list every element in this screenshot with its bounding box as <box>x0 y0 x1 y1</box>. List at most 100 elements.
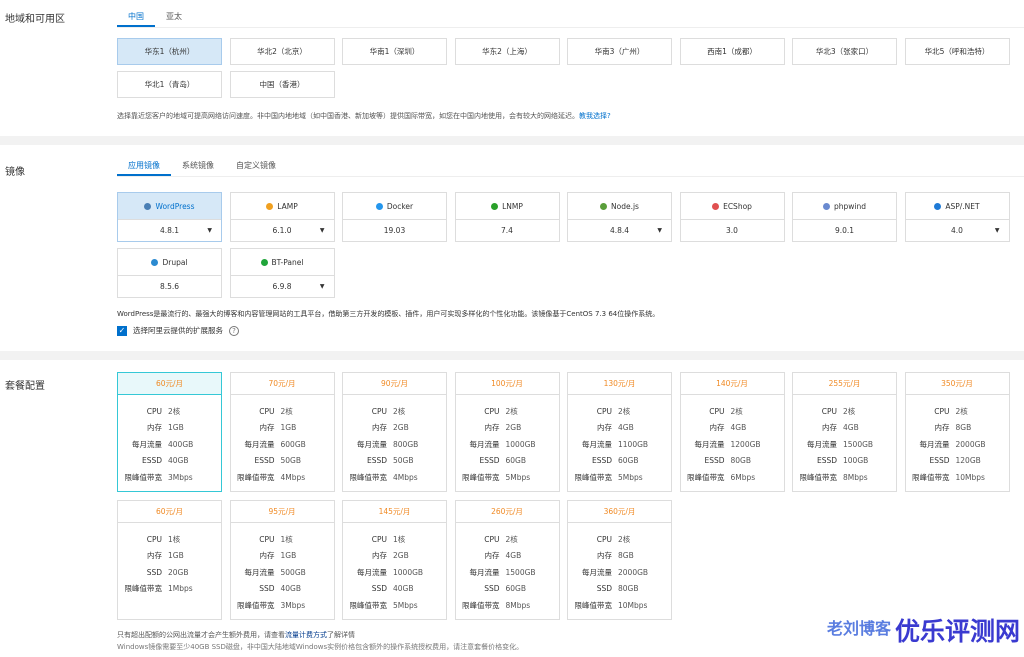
plan-option[interactable]: 100元/月 CPU 2核 内存 2GB 每月流量 1000GB ESSD 60GB 限峰值带宽 5… <box>454 372 560 492</box>
region-option[interactable]: 华东2（上海） <box>454 38 560 65</box>
image-option[interactable]: Docker 19.03 <box>342 192 447 242</box>
version-value: 4.8.4 <box>609 226 630 235</box>
region-option[interactable]: 华北3（张家口） <box>792 38 897 65</box>
chevron-down-icon[interactable]: ▼ <box>657 227 662 234</box>
plan-option[interactable]: 260元/月 CPU 2核 内存 4GB 每月流量 1500GB SSD 60GB 限峰值带宽 8M… <box>454 500 560 620</box>
version-select[interactable]: 6.1.0 ▼ <box>231 220 334 241</box>
drupal-icon <box>151 258 159 266</box>
region-option[interactable]: 华北2（北京） <box>229 38 335 65</box>
chevron-down-icon[interactable]: ▼ <box>207 227 212 234</box>
tab-region-0[interactable]: 中国 <box>117 8 155 27</box>
spec-row: SSD 20GB <box>118 564 221 581</box>
image-option[interactable]: LAMP 6.1.0 ▼ <box>229 192 335 242</box>
tab-image-1[interactable]: 系统镜像 <box>182 161 214 170</box>
chevron-down-icon[interactable]: ▼ <box>319 227 325 234</box>
version-select[interactable]: 4.8.4 ▼ <box>568 220 671 241</box>
spec-value: 2GB <box>505 423 522 433</box>
plan-price: 145元/月 <box>343 501 446 523</box>
image-name-row[interactable]: Node.js <box>568 193 671 220</box>
tab-image-2[interactable]: 自定义镜像 <box>236 161 276 170</box>
plan-price: 95元/月 <box>230 501 334 523</box>
spec-row: CPU 2核 <box>906 403 1009 420</box>
spec-row: 内存 1GB <box>231 420 334 437</box>
chevron-down-icon[interactable]: ▼ <box>994 227 1000 234</box>
region-option[interactable]: 华东1（杭州） <box>117 38 222 65</box>
version-value: 3.0 <box>726 226 738 235</box>
region-option[interactable]: 中国（香港） <box>229 71 335 98</box>
spec-key: 限峰值带宽 <box>462 472 500 482</box>
region-option[interactable]: 华南1（深圳） <box>342 38 447 65</box>
image-option[interactable]: Drupal 8.5.6 <box>117 248 222 298</box>
image-name-row[interactable]: Drupal <box>118 249 221 276</box>
spec-value: 2000GB <box>618 567 649 577</box>
image-name-row[interactable]: ECShop <box>680 193 784 220</box>
spec-value: 60GB <box>618 456 639 466</box>
spec-key: 内存 <box>484 551 500 561</box>
spec-key: CPU <box>484 534 500 544</box>
ecshop-icon <box>712 202 720 210</box>
version-value: 6.1.0 <box>272 226 292 235</box>
image-option[interactable]: BT-Panel 6.9.8 ▼ <box>229 248 335 298</box>
spec-key: 限峰值带宽 <box>687 472 725 482</box>
plan-option[interactable]: 130元/月 CPU 2核 内存 4GB 每月流量 1100GB ESSD 60GB 限峰值带宽 5… <box>567 372 672 492</box>
plan-option[interactable]: 145元/月 CPU 1核 内存 2GB 每月流量 1000GB SSD 40GB 限峰值带宽 5M… <box>342 500 447 620</box>
image-name-row[interactable]: LNMP <box>455 193 559 220</box>
tab-image-0[interactable]: 应用镜像 <box>117 157 171 176</box>
watermark-text: 老刘博客 <box>826 619 891 638</box>
image-option[interactable]: LNMP 7.4 <box>454 192 560 242</box>
plan-price: 60元/月 <box>118 373 221 395</box>
watermark: 老刘博客 优乐评测网 <box>827 617 1020 647</box>
plan-option[interactable]: 350元/月 CPU 2核 内存 8GB 每月流量 2000GB ESSD 120GB 限峰值带宽… <box>904 372 1010 492</box>
version-select[interactable]: 4.0 ▼ <box>906 220 1009 241</box>
spec-key: CPU <box>371 534 387 544</box>
plan-option[interactable]: 255元/月 CPU 2核 内存 4GB 每月流量 1500GB ESSD 100GB 限峰值带宽… <box>792 372 897 492</box>
region-option[interactable]: 西南1（成都） <box>679 38 785 65</box>
plan-option[interactable]: 60元/月 CPU 1核 内存 1GB SSD 20GB 限峰值带宽 1Mbps <box>117 500 222 620</box>
traffic-billing-link[interactable]: 流量计费方式 <box>285 631 327 639</box>
spec-row: CPU 2核 <box>456 531 559 548</box>
spec-row: 内存 4GB <box>793 420 896 437</box>
image-name-row[interactable]: LAMP <box>230 193 334 220</box>
version-select[interactable]: 4.8.1 ▼ <box>118 220 221 241</box>
image-name-row[interactable]: BT-Panel <box>230 249 334 276</box>
chevron-down-icon[interactable]: ▼ <box>319 283 325 290</box>
plan-option[interactable]: 90元/月 CPU 2核 内存 2GB 每月流量 800GB ESSD 50GB 限峰值带宽 4Mb… <box>342 372 447 492</box>
plan-option[interactable]: 95元/月 CPU 1核 内存 1GB 每月流量 500GB SSD 40GB 限峰值带宽 3Mbp… <box>229 500 335 620</box>
tab-region-1[interactable]: 亚太 <box>166 12 182 21</box>
region-option[interactable]: 华北5（呼和浩特） <box>904 38 1010 65</box>
spec-value: 40GB <box>168 456 189 466</box>
image-option[interactable]: phpwind 9.0.1 <box>792 192 897 242</box>
plan-option[interactable]: 70元/月 CPU 2核 内存 1GB 每月流量 600GB ESSD 50GB 限峰值带宽 4Mb… <box>229 372 335 492</box>
plan-option[interactable]: 360元/月 CPU 2核 内存 8GB 每月流量 2000GB SSD 80GB 限峰值带宽 10… <box>567 500 672 620</box>
image-name-row[interactable]: phpwind <box>793 193 896 220</box>
spec-key: 内存 <box>259 423 275 433</box>
plan-option[interactable]: 140元/月 CPU 2核 内存 4GB 每月流量 1200GB ESSD 80GB 限峰值带宽 6… <box>679 372 785 492</box>
region-option[interactable]: 华北1（青岛） <box>117 71 222 98</box>
phpwind-icon <box>822 202 830 210</box>
image-name-row[interactable]: WordPress <box>118 193 221 220</box>
image-option[interactable]: ECShop 3.0 <box>679 192 785 242</box>
plan-option[interactable]: 60元/月 CPU 2核 内存 1GB 每月流量 400GB ESSD 40GB 限峰值带宽 3Mb… <box>117 372 222 492</box>
image-name-row[interactable]: Docker <box>343 193 446 220</box>
plan-price: 140元/月 <box>680 373 784 395</box>
spec-row: 每月流量 1500GB <box>793 436 896 453</box>
image-name: BT-Panel <box>271 257 304 267</box>
plan-specs: CPU 2核 内存 4GB 每月流量 1500GB ESSD 100GB 限峰值带宽 8Mbps <box>793 395 896 486</box>
version-select[interactable]: 6.9.8 ▼ <box>231 276 334 297</box>
help-icon[interactable]: ? <box>229 325 239 336</box>
note-text: 只有超出配额的公网出流量才会产生额外费用，请查看 <box>117 631 285 639</box>
spec-value: 1500GB <box>505 567 536 577</box>
image-option[interactable]: ASP/.NET 4.0 ▼ <box>904 192 1010 242</box>
image-option[interactable]: Node.js 4.8.4 ▼ <box>567 192 672 242</box>
image-name-row[interactable]: ASP/.NET <box>905 193 1009 220</box>
plan-price: 350元/月 <box>905 373 1009 395</box>
region-option[interactable]: 华南3（广州） <box>567 38 672 65</box>
region-hint-text: 选择靠近您客户的地域可提高网络访问速度。非中国内地地域（如中国香港、新加坡等）提… <box>117 112 579 120</box>
spec-key: 内存 <box>597 423 612 433</box>
help-choose-link[interactable]: 教我选择? <box>579 112 611 120</box>
extension-checkbox[interactable]: ✓ <box>117 325 127 336</box>
image-name: WordPress <box>155 201 195 211</box>
image-option[interactable]: WordPress 4.8.1 ▼ <box>117 192 222 242</box>
spec-value: 1100GB <box>618 439 649 449</box>
spec-key: 限峰值带宽 <box>574 472 613 482</box>
